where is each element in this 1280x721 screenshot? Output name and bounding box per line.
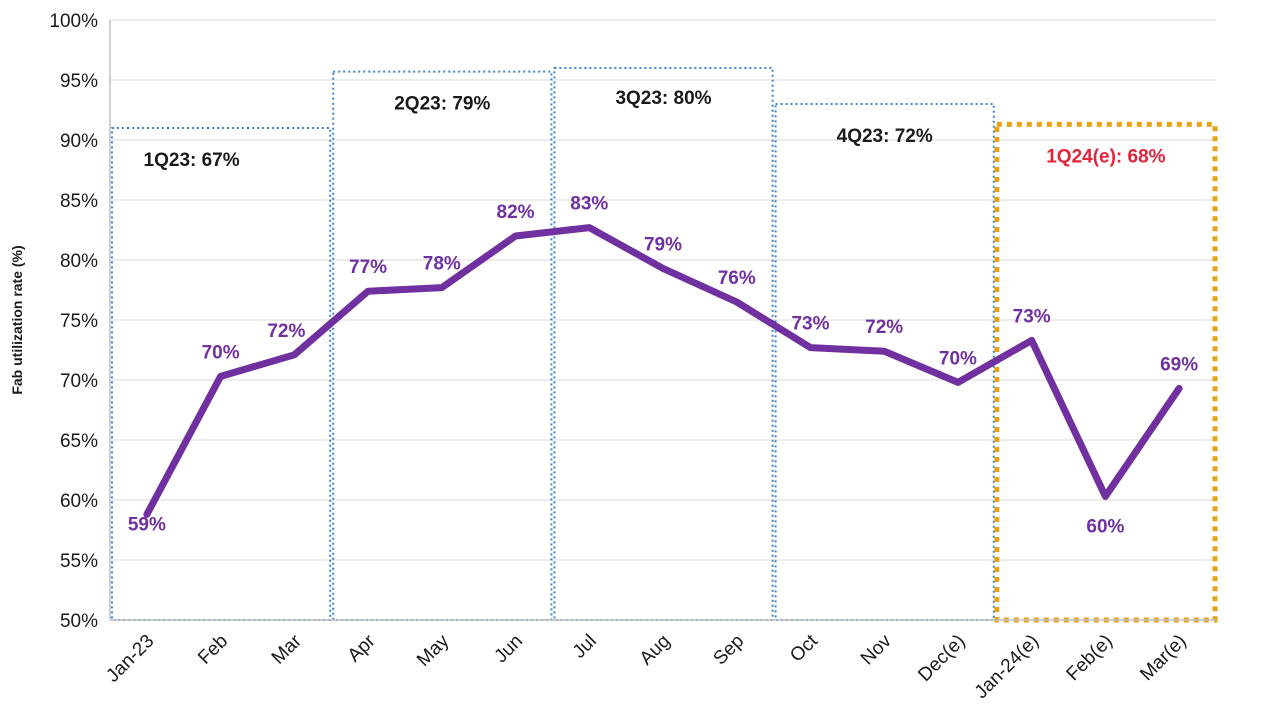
data-point [955,380,960,385]
y-tick-label: 55% [60,551,98,572]
gridlines [110,19,1216,621]
data-point [292,352,297,357]
data-point [218,374,223,379]
y-tick-label: 80% [60,251,98,272]
x-tick-label: Oct [786,630,822,666]
x-tick-label: Feb [194,631,232,669]
data-label: 72% [865,317,903,338]
series-line [143,224,1183,518]
data-label: 69% [1160,354,1198,375]
data-point [366,289,371,294]
data-point [808,345,813,350]
data-label: 83% [570,194,608,215]
data-label: 70% [202,342,240,363]
data-point [661,266,665,271]
quarter-label: 1Q23: 67% [144,150,240,171]
x-tick-label: Apr [344,630,380,666]
quarter-label: 1Q24(e): 68% [1046,146,1165,167]
x-tick-label: Dec(e) [914,631,969,686]
x-tick-label: Jan-23 [102,631,158,687]
quarter-box [332,70,553,622]
quarter-label: 4Q23: 72% [837,126,933,147]
x-tick-label: Sep [710,631,749,670]
quarter-label: 3Q23: 80% [615,88,711,109]
x-tick-label: Aug [636,631,675,670]
data-label: 60% [1086,516,1124,537]
quarter-box [553,67,774,621]
data-point [587,225,592,230]
x-tick-label: May [413,630,454,671]
y-tick-label: 60% [60,491,98,512]
data-label: 59% [128,514,166,535]
x-tick-label: Jun [491,631,528,668]
data-labels: 1Q23: 67% 2Q23: 79% 3Q23: 80% 4Q23: 72% 1Q24… [128,88,1198,537]
y-tick-label: 70% [60,371,98,392]
series-layer [143,224,1183,518]
data-point [1103,494,1108,499]
quarter-label: 2Q23: 79% [394,94,490,115]
data-point [439,285,444,290]
data-point [513,234,518,238]
data-label: 76% [718,268,756,289]
data-label: 70% [939,348,977,369]
y-axis-label: Fab utilization rate (%) [9,245,25,394]
data-label: 72% [267,321,305,342]
y-tick-label: 50% [60,611,98,632]
data-point [882,349,887,354]
data-label: 73% [791,314,829,335]
x-tick-label: Feb(e) [1063,631,1117,685]
data-label: 79% [644,234,682,255]
data-point [144,512,149,517]
data-point [1177,386,1182,391]
x-tick-label: Mar [268,630,306,668]
data-label: 82% [497,202,535,223]
data-label: 77% [349,257,387,278]
y-tick-label: 75% [60,311,98,332]
data-label: 73% [1013,306,1051,327]
data-label: 78% [423,254,461,275]
y-tick-label: 95% [60,71,98,92]
x-tick-label: Jan-24(e) [971,631,1043,703]
y-tick-label: 100% [49,11,98,32]
data-point [1029,338,1034,343]
x-tick-label: Nov [857,630,896,669]
x-tick-label: Jul [569,631,601,663]
y-tick-label: 85% [60,191,98,212]
data-point [734,300,739,304]
x-tick-label: Mar(e) [1136,631,1190,685]
y-tick-label: 65% [60,431,98,452]
y-tick-label: 90% [60,131,98,152]
